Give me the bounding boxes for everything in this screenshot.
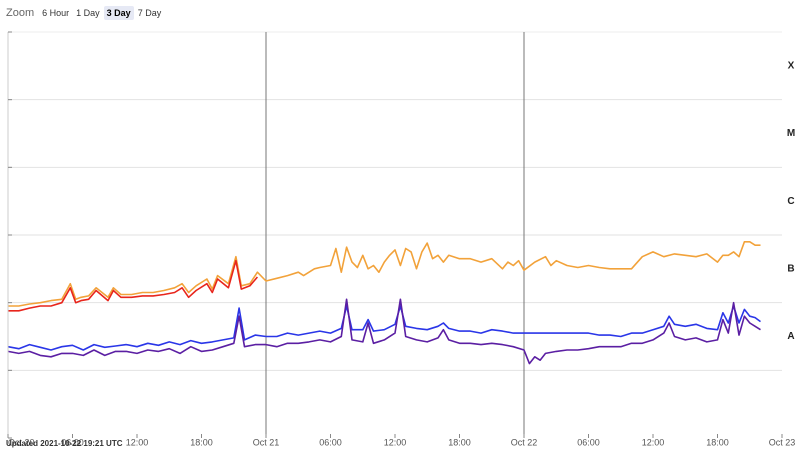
x-tick-label: 12:00 [126, 437, 149, 447]
x-tick-label: 18:00 [706, 437, 729, 447]
series-layer [7, 241, 761, 365]
zoom-1-day-button[interactable]: 1 Day [76, 8, 100, 18]
series-line-2 [8, 259, 259, 312]
flare-class-label-a: A [787, 331, 794, 342]
flare-class-label-b: B [787, 263, 794, 274]
x-tick-label: Oct 20 [8, 437, 35, 447]
x-tick-label: 06:00 [61, 437, 84, 447]
x-tick-label: Oct 21 [253, 437, 280, 447]
x-tick-label: 06:00 [319, 437, 342, 447]
axes: Oct 20 06:00 12:00 18:00 Oct 21 06:00 12:00 18:… [7, 31, 796, 447]
series-line-4 [7, 298, 761, 365]
flare-class-label-c: C [787, 196, 794, 207]
series-line-1 [8, 241, 761, 307]
x-tick-label: Oct 22 [511, 437, 538, 447]
x-tick-label: 18:00 [448, 437, 471, 447]
zoom-6-hour-button[interactable]: 6 Hour [42, 8, 70, 18]
flare-class-label-m: M [787, 128, 795, 139]
x-tick-label: 06:00 [577, 437, 600, 447]
x-tick-label: 18:00 [190, 437, 213, 447]
series-line-3 [7, 305, 761, 351]
zoom-3-day-button[interactable]: 3 Day [103, 6, 134, 20]
zoom-7-day-button[interactable]: 7 Day [137, 8, 162, 18]
flare-class-label-x: X [788, 60, 795, 71]
x-tick-label: 12:00 [642, 437, 665, 447]
x-tick-label: 12:00 [384, 437, 407, 447]
grid [8, 31, 782, 438]
zoom-label: Zoom [6, 7, 35, 19]
x-tick-label: Oct 23 [769, 437, 796, 447]
updated-timestamp: Updated 2021-10-22 19:21 UTC [6, 439, 123, 448]
zoom-toolbar: Zoom 6 Hour 1 Day 3 Day 7 Day [6, 5, 165, 21]
